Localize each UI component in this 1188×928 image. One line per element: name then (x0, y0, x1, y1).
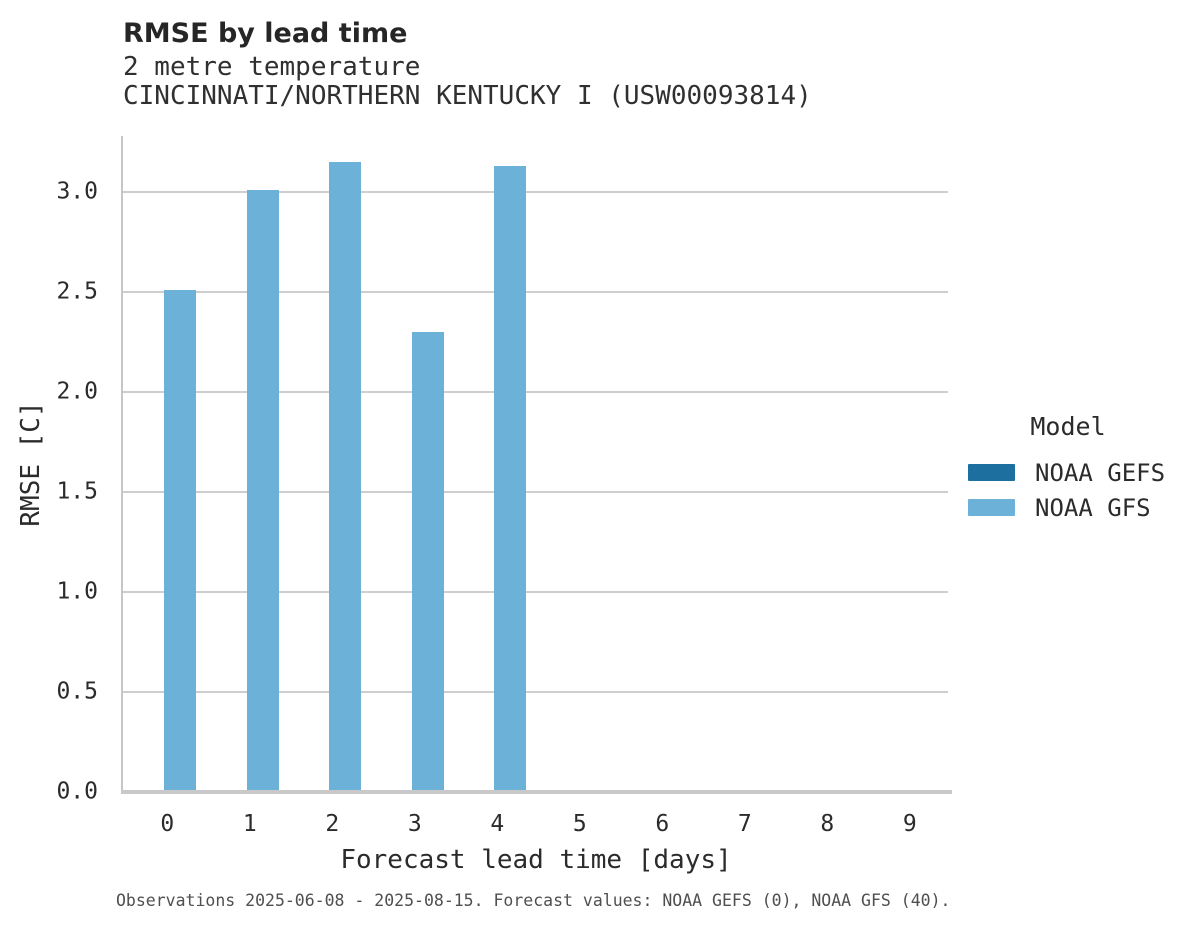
x-tick-label-9: 9 (902, 811, 917, 837)
legend-rows: NOAA GEFS NOAA GFS (962, 455, 1174, 525)
y-tick-label-2.0: 2.0 (56, 378, 98, 405)
gridline-y-1.0 (123, 591, 948, 593)
x-axis-line (121, 790, 952, 794)
chart-subtitle-station: CINCINNATI/NORTHERN KENTUCKY I (USW00093… (123, 81, 812, 111)
y-tick-label-0.5: 0.5 (56, 678, 98, 705)
chart-title: RMSE by lead time (123, 18, 408, 49)
y-axis-spine (121, 136, 123, 794)
x-tick-label-5: 5 (572, 811, 587, 837)
y-tick-label-1.5: 1.5 (56, 478, 98, 505)
bar-noaa-gfs-leadtime-0 (164, 290, 197, 792)
x-tick-label-7: 7 (737, 811, 752, 837)
y-tick-label-1.0: 1.0 (56, 578, 98, 605)
gridline-y-0.5 (123, 691, 948, 693)
legend-swatch-icon (968, 499, 1015, 516)
legend-label: NOAA GFS (1035, 493, 1151, 522)
x-tick-label-8: 8 (820, 811, 835, 837)
legend-title: Model (1030, 412, 1106, 441)
legend-entry-noaa-gfs: NOAA GFS (962, 490, 1174, 525)
bar-noaa-gfs-leadtime-1 (246, 190, 279, 792)
bar-noaa-gfs-leadtime-3 (411, 332, 444, 792)
chart-subtitle-variable: 2 metre temperature (123, 52, 421, 82)
legend: Model NOAA GEFS NOAA GFS (962, 412, 1174, 525)
x-tick-label-3: 3 (407, 811, 422, 837)
caption: Observations 2025-06-08 - 2025-08-15. Fo… (116, 891, 951, 910)
gridline-y-2.0 (123, 391, 948, 393)
x-tick-label-4: 4 (490, 811, 505, 837)
y-axis-title: RMSE [C] (16, 401, 46, 527)
x-axis-title: Forecast lead time [days] (340, 845, 732, 875)
x-tick-label-2: 2 (325, 811, 340, 837)
y-tick-label-0.0: 0.0 (56, 778, 98, 805)
y-tick-label-3.0: 3.0 (56, 178, 98, 205)
gridline-y-3.0 (123, 191, 948, 193)
bar-noaa-gfs-leadtime-2 (329, 162, 362, 792)
y-tick-label-2.5: 2.5 (56, 278, 98, 305)
gridline-y-1.5 (123, 491, 948, 493)
x-tick-label-0: 0 (160, 811, 175, 837)
gridline-y-2.5 (123, 291, 948, 293)
legend-label: NOAA GEFS (1035, 458, 1166, 487)
legend-entry-noaa-gefs: NOAA GEFS (962, 455, 1174, 490)
x-tick-label-6: 6 (655, 811, 670, 837)
x-tick-label-1: 1 (242, 811, 257, 837)
bar-noaa-gfs-leadtime-4 (494, 166, 527, 792)
legend-swatch-icon (968, 464, 1015, 481)
